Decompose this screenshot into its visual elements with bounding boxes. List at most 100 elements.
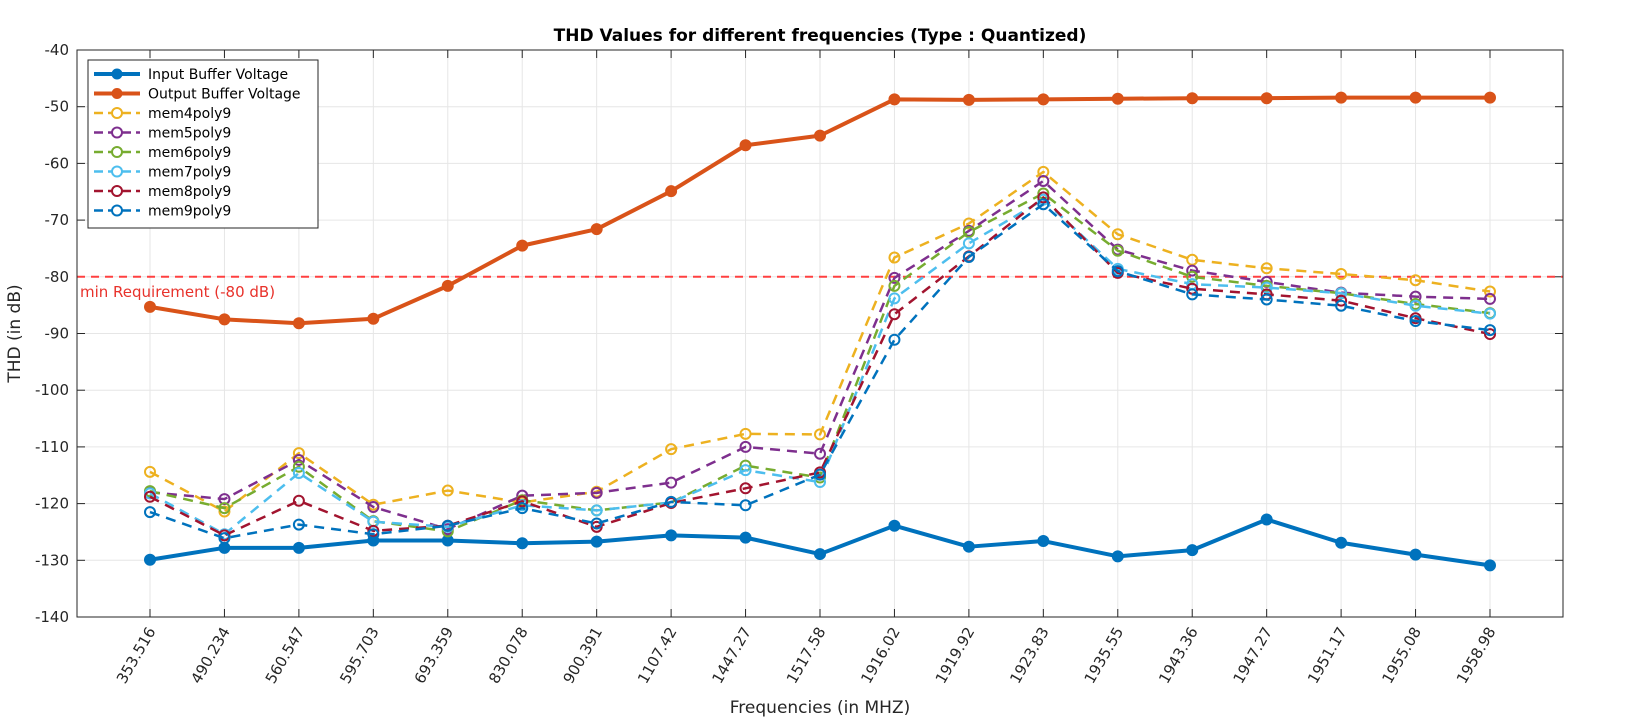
data-point <box>1484 328 1496 341</box>
x-tick-label: 1517.58 <box>783 624 830 687</box>
x-tick-label: 353.516 <box>113 624 160 687</box>
x-tick-label: 560.547 <box>262 624 309 687</box>
data-point <box>1484 324 1496 337</box>
data-point <box>367 524 380 537</box>
data-point <box>739 464 752 477</box>
data-point <box>218 532 231 545</box>
data-point <box>516 502 529 515</box>
data-point <box>888 93 901 106</box>
data-point <box>888 271 901 284</box>
data-point <box>292 466 305 479</box>
x-tick-label: 1919.92 <box>932 624 979 687</box>
data-point <box>590 223 603 236</box>
data-point <box>516 495 529 508</box>
data-point <box>144 465 156 478</box>
data-point <box>218 505 231 518</box>
series-Output Buffer Voltage <box>144 91 1496 330</box>
data-point <box>888 279 901 292</box>
legend-entry: mem6poly9 <box>94 145 231 161</box>
data-point <box>962 217 975 230</box>
data-point <box>590 535 603 548</box>
y-tick-label: -50 <box>45 98 70 116</box>
axes-box <box>76 49 1564 618</box>
data-point <box>814 447 826 460</box>
legend-label: mem8poly9 <box>148 184 231 200</box>
data-point <box>1260 92 1273 105</box>
data-point <box>441 484 454 497</box>
data-point <box>1335 267 1348 280</box>
data-point <box>590 486 603 499</box>
data-point <box>962 93 975 106</box>
data-point <box>1186 288 1199 301</box>
data-point <box>665 476 678 489</box>
series-line <box>149 170 1491 513</box>
data-point <box>144 506 156 519</box>
data-point <box>814 548 826 561</box>
legend-entry: mem4poly9 <box>94 106 231 122</box>
data-point <box>1111 92 1124 105</box>
data-point <box>1186 270 1199 283</box>
data-point <box>441 279 454 292</box>
data-point <box>1484 91 1496 104</box>
data-point <box>739 531 752 544</box>
data-point <box>1037 93 1050 106</box>
data-point <box>1037 174 1050 187</box>
data-point <box>1186 92 1199 105</box>
data-point <box>1335 294 1348 307</box>
y-tick-label: -120 <box>35 495 69 513</box>
data-point <box>1260 293 1273 306</box>
legend-marker <box>111 126 123 139</box>
legend-entry: mem9poly9 <box>94 204 231 220</box>
x-tick-label: 1923.83 <box>1006 624 1053 687</box>
series-mem9poly9 <box>144 198 1496 545</box>
data-point <box>814 129 826 142</box>
y-tick-label: -80 <box>45 268 70 286</box>
data-point <box>1484 285 1496 298</box>
legend: Input Buffer Voltage Output Buffer Voltag… <box>87 59 319 229</box>
data-point <box>665 529 678 542</box>
data-point <box>1484 559 1496 572</box>
y-tick-labels: -140 -130 -120 -110 -100 -90 -80 -70 -60 -50 -40 <box>35 41 69 626</box>
data-point <box>590 504 603 517</box>
data-point <box>1111 550 1124 563</box>
data-point <box>367 501 380 514</box>
legend-entry: mem7poly9 <box>94 165 231 181</box>
legend-marker <box>111 68 123 80</box>
x-tick-label: 1947.27 <box>1230 624 1277 687</box>
legend-entry: mem8poly9 <box>94 184 231 200</box>
x-tick-label: 1107.42 <box>634 624 681 687</box>
legend-label: mem4poly9 <box>148 106 231 122</box>
data-point <box>1111 265 1124 278</box>
data-point <box>1409 299 1422 312</box>
data-point <box>665 495 678 508</box>
data-point <box>1037 198 1050 211</box>
data-point <box>1111 228 1124 241</box>
data-point <box>367 528 380 541</box>
data-point <box>1409 548 1422 561</box>
y-tick-label: -70 <box>45 211 70 229</box>
data-point <box>516 537 529 550</box>
legend-marker <box>111 185 123 197</box>
legend-label: mem7poly9 <box>148 165 231 181</box>
legend-marker <box>111 107 123 119</box>
data-point <box>1260 281 1273 294</box>
data-point <box>888 333 901 346</box>
x-tick-label: 830.078 <box>485 624 532 687</box>
data-point <box>1335 299 1348 312</box>
data-point <box>1409 91 1422 104</box>
data-point <box>1335 91 1348 104</box>
data-point <box>1409 274 1422 287</box>
data-point <box>1484 307 1496 320</box>
y-tick-label: -90 <box>45 325 70 343</box>
data-point <box>962 237 975 250</box>
x-tick-label: 1943.36 <box>1155 624 1202 687</box>
data-point <box>665 443 678 456</box>
legend-label: mem6poly9 <box>148 145 231 161</box>
data-point <box>1186 544 1199 557</box>
x-tick-label: 595.703 <box>336 624 383 687</box>
reference-line-label: min Requirement (-80 dB) <box>80 283 275 301</box>
data-point <box>665 185 678 198</box>
data-point <box>1335 287 1348 300</box>
data-point <box>144 490 156 503</box>
data-point <box>739 440 752 453</box>
